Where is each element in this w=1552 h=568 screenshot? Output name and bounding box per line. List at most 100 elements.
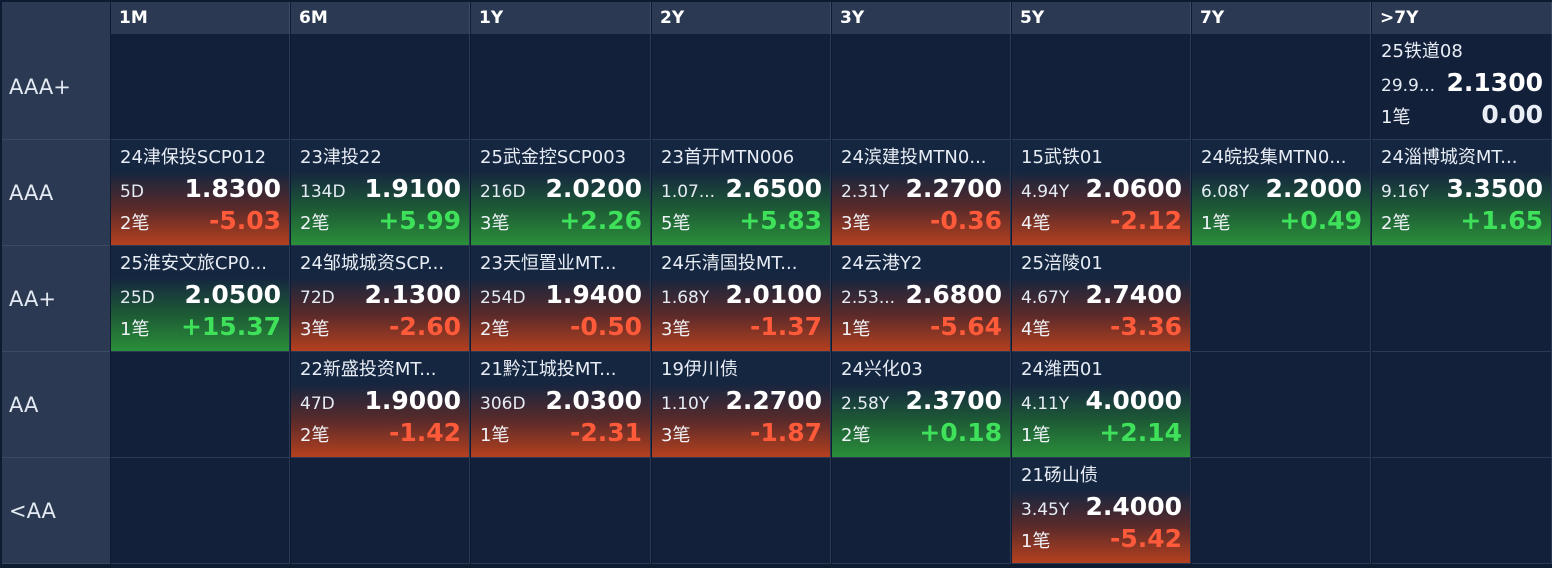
bond-bottom-row: 1笔 +15.37 <box>120 312 281 342</box>
bond-cell[interactable]: 25铁道08 29.9... 2.1300 1笔 0.00 <box>1372 34 1552 140</box>
column-header-2[interactable]: 1Y <box>471 2 651 34</box>
bond-bottom-row: 1笔 0.00 <box>1381 100 1543 130</box>
empty-cell <box>652 458 831 564</box>
bond-cell[interactable]: 24滨建投MTN0... 2.31Y 2.2700 3笔 -0.36 <box>832 140 1011 246</box>
bp-change: -2.12 <box>1109 206 1182 235</box>
bond-tenor: 4.11Y <box>1021 394 1070 414</box>
bond-name: 24滨建投MTN0... <box>841 147 987 168</box>
bond-bottom-row: 2笔 -0.50 <box>480 312 642 342</box>
column-header-3[interactable]: 2Y <box>652 2 831 34</box>
bond-yield: 2.6500 <box>725 174 822 203</box>
row-header-4[interactable]: <AA <box>2 458 110 564</box>
empty-cell <box>1192 458 1371 564</box>
trade-count: 3笔 <box>300 319 330 340</box>
bond-tenor: 1.10Y <box>661 394 710 414</box>
bond-cell[interactable]: 23津投22 134D 1.9100 2笔 +5.99 <box>291 140 470 246</box>
bond-cell[interactable]: 19伊川债 1.10Y 2.2700 3笔 -1.87 <box>652 352 831 458</box>
bond-yield: 2.0200 <box>545 174 642 203</box>
bond-name: 25涪陵01 <box>1021 253 1103 274</box>
bond-mid-row: 47D 1.9000 <box>300 386 461 416</box>
bond-bottom-row: 4笔 -3.36 <box>1021 312 1182 342</box>
bond-name: 25淮安文旅CP0... <box>120 253 267 274</box>
bond-tenor: 2.31Y <box>841 182 890 202</box>
trade-count: 2笔 <box>300 213 330 234</box>
bp-change: +1.65 <box>1460 206 1543 235</box>
bond-cell[interactable]: 24津保投SCP012 5D 1.8300 2笔 -5.03 <box>111 140 290 246</box>
column-header-1[interactable]: 6M <box>291 2 470 34</box>
bond-name: 25武金控SCP003 <box>480 147 627 168</box>
trade-count: 2笔 <box>120 213 150 234</box>
empty-cell <box>111 352 290 458</box>
bond-cell[interactable]: 24潍西01 4.11Y 4.0000 1笔 +2.14 <box>1012 352 1191 458</box>
column-header-6[interactable]: 7Y <box>1192 2 1371 34</box>
bond-cell[interactable]: 24云港Y2 2.53... 2.6800 1笔 -5.64 <box>832 246 1011 352</box>
column-header-0[interactable]: 1M <box>111 2 290 34</box>
empty-cell <box>291 34 470 140</box>
bond-yield: 2.4000 <box>1085 492 1182 521</box>
bond-tenor: 4.67Y <box>1021 288 1070 308</box>
bond-bottom-row: 1笔 -5.64 <box>841 312 1002 342</box>
trade-count: 5笔 <box>661 213 691 234</box>
bp-change: +15.37 <box>180 312 281 341</box>
bp-change: -0.36 <box>929 206 1002 235</box>
trade-count: 3笔 <box>661 425 691 446</box>
bond-cell[interactable]: 23首开MTN006 1.07... 2.6500 5笔 +5.83 <box>652 140 831 246</box>
row-header-3[interactable]: AA <box>2 352 110 458</box>
bond-yield: 1.9100 <box>364 174 461 203</box>
empty-cell <box>652 34 831 140</box>
bond-bottom-row: 3笔 +2.26 <box>480 206 642 236</box>
empty-cell <box>1192 352 1371 458</box>
bp-change: -1.37 <box>749 312 822 341</box>
trade-count: 1笔 <box>120 319 150 340</box>
bp-change: +5.83 <box>739 206 822 235</box>
empty-cell <box>111 458 290 564</box>
trade-count: 1笔 <box>1021 425 1051 446</box>
bond-bottom-row: 2笔 +0.18 <box>841 418 1002 448</box>
trade-count: 2笔 <box>1381 213 1411 234</box>
bond-cell[interactable]: 24乐清国投MT... 1.68Y 2.0100 3笔 -1.37 <box>652 246 831 352</box>
bond-yield: 2.0600 <box>1085 174 1182 203</box>
bond-tenor: 1.68Y <box>661 288 710 308</box>
bond-cell[interactable]: 24邹城城资SCP... 72D 2.1300 3笔 -2.60 <box>291 246 470 352</box>
row-header-1[interactable]: AAA <box>2 140 110 246</box>
bond-tenor: 306D <box>480 394 526 414</box>
bond-name: 22新盛投资MT... <box>300 359 437 380</box>
bond-mid-row: 134D 1.9100 <box>300 174 461 204</box>
column-header-7[interactable]: >7Y <box>1372 2 1552 34</box>
bond-yield: 1.9400 <box>545 280 642 309</box>
bond-mid-row: 4.94Y 2.0600 <box>1021 174 1182 204</box>
bond-mid-row: 25D 2.0500 <box>120 280 281 310</box>
bond-tenor: 29.9... <box>1381 76 1436 96</box>
bond-cell[interactable]: 23天恒置业MT... 254D 1.9400 2笔 -0.50 <box>471 246 651 352</box>
bond-cell[interactable]: 22新盛投资MT... 47D 1.9000 2笔 -1.42 <box>291 352 470 458</box>
empty-cell <box>832 34 1011 140</box>
bond-yield: 2.2700 <box>905 174 1002 203</box>
bond-cell[interactable]: 24淄博城资MT... 9.16Y 3.3500 2笔 +1.65 <box>1372 140 1552 246</box>
bond-yield: 2.0100 <box>725 280 822 309</box>
bond-cell[interactable]: 25淮安文旅CP0... 25D 2.0500 1笔 +15.37 <box>111 246 290 352</box>
bond-cell[interactable]: 25涪陵01 4.67Y 2.7400 4笔 -3.36 <box>1012 246 1191 352</box>
column-header-4[interactable]: 3Y <box>832 2 1011 34</box>
bond-name: 24皖投集MTN0... <box>1201 147 1347 168</box>
bond-cell[interactable]: 25武金控SCP003 216D 2.0200 3笔 +2.26 <box>471 140 651 246</box>
trade-count: 1笔 <box>1381 107 1411 128</box>
bp-change: -5.42 <box>1109 524 1182 553</box>
row-header-0[interactable]: AAA+ <box>2 34 110 140</box>
bp-change: -5.03 <box>208 206 281 235</box>
bp-change: +2.26 <box>559 206 642 235</box>
bond-cell[interactable]: 21砀山债 3.45Y 2.4000 1笔 -5.42 <box>1012 458 1191 564</box>
bond-bottom-row: 2笔 +5.99 <box>300 206 461 236</box>
bond-cell[interactable]: 21黔江城投MT... 306D 2.0300 1笔 -2.31 <box>471 352 651 458</box>
column-header-5[interactable]: 5Y <box>1012 2 1191 34</box>
bond-yield: 3.3500 <box>1446 174 1543 203</box>
trade-count: 1笔 <box>1201 213 1231 234</box>
trade-count: 2笔 <box>480 319 510 340</box>
empty-cell <box>1372 458 1552 564</box>
bond-tenor: 254D <box>480 288 526 308</box>
bond-cell[interactable]: 24兴化03 2.58Y 2.3700 2笔 +0.18 <box>832 352 1011 458</box>
trade-count: 1笔 <box>480 425 510 446</box>
bond-cell[interactable]: 15武铁01 4.94Y 2.0600 4笔 -2.12 <box>1012 140 1191 246</box>
row-header-2[interactable]: AA+ <box>2 246 110 352</box>
bond-tenor: 1.07... <box>661 182 716 202</box>
bond-cell[interactable]: 24皖投集MTN0... 6.08Y 2.2000 1笔 +0.49 <box>1192 140 1371 246</box>
